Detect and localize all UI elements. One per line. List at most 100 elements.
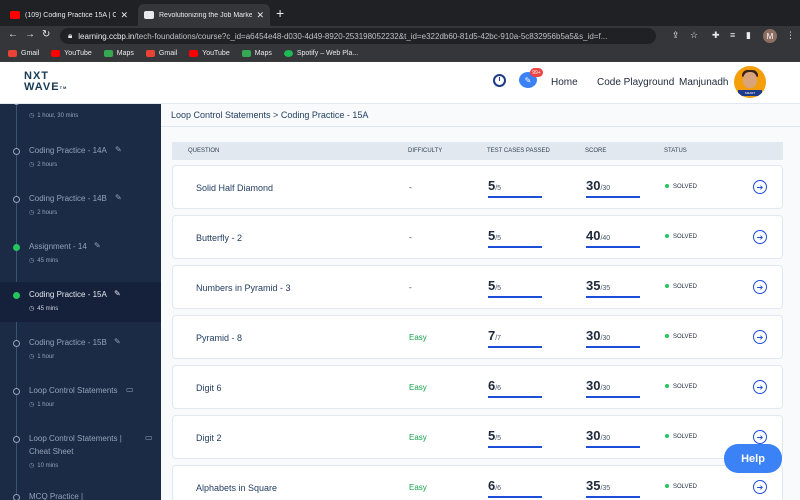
question-name[interactable]: Butterfly - 2 (196, 233, 243, 243)
bookmark-youtube[interactable]: YouTube (189, 50, 230, 57)
passed-count: 7 (488, 328, 496, 343)
progress-dot (13, 494, 20, 500)
question-name[interactable]: Numbers in Pyramid - 3 (196, 283, 291, 293)
book-icon[interactable]: ▭ (145, 433, 153, 442)
edit-icon[interactable]: ✎ (114, 337, 121, 346)
sidebar-item-coding-practice-14b[interactable]: Coding Practice - 14B ✎ ◷ 2 hours (0, 186, 161, 234)
youtube-icon (51, 50, 61, 57)
progress-dot (13, 148, 20, 155)
status-dot (665, 284, 669, 289)
edit-icon[interactable]: ✎ (115, 193, 122, 202)
arrow-right-icon[interactable]: ➔ (753, 280, 767, 294)
status-badge: SOLVED (665, 284, 697, 290)
sidebar-item-loop-control-statements[interactable]: Loop Control Statements ▭ ◷ 1 hour (0, 378, 161, 426)
score-max: /30 (600, 435, 611, 442)
avatar[interactable]: SMART (734, 66, 766, 98)
forward-arrow-icon[interactable]: → (25, 29, 35, 40)
stopwatch-icon[interactable] (493, 74, 506, 87)
arrow-right-icon[interactable]: ➔ (753, 330, 767, 344)
status-text: SOLVED (673, 184, 697, 190)
maps-icon (241, 50, 251, 57)
menu-dots-icon[interactable]: ⋮ (786, 30, 795, 40)
book-icon[interactable]: ▭ (126, 385, 134, 394)
back-arrow-icon[interactable]: ← (8, 29, 18, 40)
arrow-right-icon[interactable]: ➔ (753, 180, 767, 194)
sidebar-item-mcq-practice[interactable]: MCQ Practice | (0, 484, 161, 500)
avatar-ribbon: SMART (738, 90, 762, 96)
share-icon[interactable]: ⇪ (672, 30, 680, 40)
edit-icon[interactable]: ✎ (94, 241, 101, 250)
bookmark-spotify[interactable]: Spotify – Web Pla... (283, 50, 358, 57)
table-row[interactable]: Butterfly - 2 - 5/5 40/40 SOLVED ➔ (172, 215, 783, 259)
close-icon[interactable]: ✕ (120, 9, 128, 20)
sidebar-item-cheat-sheet[interactable]: Loop Control Statements | Cheat Sheet ▭ … (0, 426, 161, 484)
status-text: SOLVED (673, 434, 697, 440)
score: 30/30 (586, 428, 610, 443)
nxtwave-logo[interactable]: NXT WAVETM (24, 71, 67, 93)
table-row[interactable]: Alphabets in Square Easy 6/6 35/35 SOLVED ➔ (172, 465, 783, 500)
edit-icon[interactable]: ✎ (114, 289, 121, 298)
sidebar-item-coding-practice-14a[interactable]: Coding Practice - 14A ✎ ◷ 2 hours (0, 138, 161, 186)
test-cases-passed: 5/5 (488, 228, 501, 243)
browser-tab-coding-practice[interactable]: (109) Coding Practice 15A | CC ✕ (4, 4, 134, 26)
bookmark-label: Gmail (21, 50, 40, 57)
sidebar-item-coding-practice-15a[interactable]: Coding Practice - 15A ✎ ◷ 45 mins (0, 282, 161, 322)
sidebar-item-assignment-14[interactable]: Assignment - 14 ✎ ◷ 45 mins (0, 234, 161, 282)
tab-title: (109) Coding Practice 15A | CC (25, 11, 117, 19)
question-name[interactable]: Alphabets in Square (196, 483, 278, 493)
lock-icon: 🔒︎ (68, 31, 73, 40)
clock-icon: ◷ (29, 354, 35, 360)
arrow-right-icon[interactable]: ➔ (753, 230, 767, 244)
reload-icon[interactable]: ↻ (42, 29, 51, 40)
url-input[interactable]: 🔒︎ learning.ccbp.in /tech-foundations/co… (60, 28, 656, 44)
reading-list-icon[interactable]: ≡ (730, 30, 736, 40)
extensions-icon[interactable]: ✚ (712, 30, 720, 40)
test-progress-bar (488, 396, 542, 398)
course-sidebar: ✎ ◷1 hour, 30 mins Coding Practice - 14A… (0, 104, 161, 500)
close-icon[interactable]: ✕ (256, 9, 264, 20)
user-name[interactable]: Manjunadh (679, 77, 729, 88)
table-row[interactable]: Pyramid - 8 Easy 7/7 30/30 SOLVED ➔ (172, 315, 783, 359)
new-tab-button[interactable]: + (276, 5, 285, 21)
nav-code-playground[interactable]: Code Playground (597, 77, 675, 88)
score-progress-bar (586, 296, 640, 298)
question-name[interactable]: Solid Half Diamond (196, 183, 274, 193)
arrow-right-icon[interactable]: ➔ (753, 430, 767, 444)
bookmark-maps[interactable]: Maps (241, 50, 272, 57)
table-row[interactable]: Numbers in Pyramid - 3 - 5/5 35/35 SOLVED ➔ (172, 265, 783, 309)
help-button[interactable]: Help (724, 444, 782, 473)
question-name[interactable]: Digit 2 (196, 433, 222, 443)
arrow-right-icon[interactable]: ➔ (753, 480, 767, 494)
bookmark-maps[interactable]: Maps (103, 50, 134, 57)
status-dot (665, 434, 669, 439)
profile-avatar[interactable]: M (763, 29, 777, 43)
bookmark-youtube[interactable]: YouTube (51, 50, 92, 57)
bookmark-gmail[interactable]: Gmail (8, 50, 39, 57)
table-row[interactable]: Solid Half Diamond - 5/5 30/30 SOLVED ➔ (172, 165, 783, 209)
progress-dot (13, 104, 20, 105)
spotify-icon (283, 50, 293, 57)
test-progress-bar (488, 346, 542, 348)
status-badge: SOLVED (665, 384, 697, 390)
bookmark-gmail[interactable]: Gmail (145, 50, 177, 57)
table-row[interactable]: Digit 6 Easy 6/6 30/30 SOLVED ➔ (172, 365, 783, 409)
total-count: /5 (495, 235, 502, 242)
table-row[interactable]: Digit 2 Easy 5/5 30/30 SOLVED ➔ (172, 415, 783, 459)
side-panel-icon[interactable]: ▮ (746, 30, 751, 40)
sidebar-item-previous[interactable]: ✎ ◷1 hour, 30 mins (0, 104, 161, 126)
score-max: /30 (600, 385, 611, 392)
progress-dot (13, 436, 20, 443)
arrow-right-icon[interactable]: ➔ (753, 380, 767, 394)
clock-icon: ◷ (29, 258, 35, 264)
edit-icon[interactable]: ✎ (115, 145, 122, 154)
score-value: 30 (586, 328, 601, 343)
nav-home[interactable]: Home (551, 77, 578, 88)
clock-icon: ◷ (29, 113, 35, 119)
clock-icon: ◷ (29, 210, 35, 216)
star-icon[interactable]: ☆ (690, 30, 699, 40)
browser-tab-job-market[interactable]: Revolutionizing the Job Marke ✕ (138, 4, 270, 26)
question-name[interactable]: Digit 6 (196, 383, 222, 393)
sidebar-item-coding-practice-15b[interactable]: Coding Practice - 15B ✎ ◷ 1 hour (0, 330, 161, 378)
bookmark-label: YouTube (202, 50, 230, 57)
question-name[interactable]: Pyramid - 8 (196, 333, 243, 343)
